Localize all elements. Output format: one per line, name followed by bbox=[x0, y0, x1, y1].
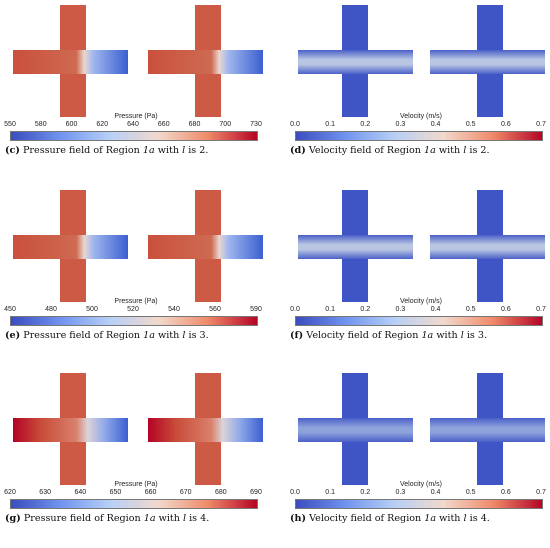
colorbar-ticks: 550 580 600 620 640 660 680 700 730 bbox=[4, 121, 267, 133]
colorbar-tick-label: 0.2 bbox=[360, 489, 371, 496]
cross-right bbox=[148, 373, 263, 485]
colorbar-tick-label: 640 bbox=[127, 121, 139, 128]
colorbar-tick-label: 0.7 bbox=[536, 306, 546, 313]
colorbar-tick-label: 520 bbox=[127, 306, 139, 313]
pressure-colorbar bbox=[10, 316, 258, 326]
colorbar-tick-label: 0.1 bbox=[325, 489, 336, 496]
panel-c: 550 580 600 620 640 660 680 700 730 (c) Pressure… bbox=[4, 0, 267, 180]
colorbar-title: Velocity (m/s) bbox=[399, 113, 442, 120]
cross-left bbox=[13, 5, 128, 117]
colorbar-tick-label: 680 bbox=[188, 121, 201, 128]
colorbar-tick-label: 0.3 bbox=[395, 121, 406, 128]
colorbar-tick-label: 0.3 bbox=[395, 489, 406, 496]
colorbar-tick-label: 0.1 bbox=[325, 306, 336, 313]
colorbar-tick-label: 0.5 bbox=[465, 121, 476, 128]
colorbar-tick-label: 640 bbox=[74, 489, 87, 496]
colorbar-tick-label: 540 bbox=[168, 306, 180, 313]
cross-left bbox=[298, 373, 413, 485]
pressure-field-figure bbox=[13, 5, 263, 117]
colorbar-tick-label: 0.4 bbox=[430, 489, 441, 496]
velocity-colorbar bbox=[295, 131, 543, 141]
velocity-colorbar bbox=[295, 316, 543, 326]
colorbar-tick-label: 0.0 bbox=[290, 489, 300, 496]
cross-right bbox=[430, 373, 545, 485]
pressure-field-figure bbox=[13, 373, 263, 485]
colorbar-title: Velocity (m/s) bbox=[399, 298, 442, 305]
colorbar-tick-label: 450 bbox=[4, 306, 16, 313]
colorbar-tick-label: 0.1 bbox=[325, 121, 336, 128]
colorbar-tick-label: 600 bbox=[65, 121, 78, 128]
panel-d: 0.0 0.1 0.2 0.3 0.4 0.5 0.6 0.7 (d) Velocity fi… bbox=[290, 0, 550, 180]
colorbar-tick-label: 0.7 bbox=[536, 121, 546, 128]
colorbar-tick-label: 680 bbox=[215, 489, 227, 496]
colorbar-tick-label: 0.0 bbox=[290, 121, 300, 128]
caption: (h) Velocity field of Region 1a with l i… bbox=[290, 513, 490, 524]
cross-left bbox=[298, 5, 413, 117]
colorbar-tick-label: 0.3 bbox=[395, 306, 406, 313]
pressure-colorbar bbox=[10, 131, 258, 141]
colorbar-tick-label: 500 bbox=[86, 306, 98, 313]
velocity-field-figure bbox=[298, 373, 545, 485]
colorbar-tick-label: 630 bbox=[39, 489, 51, 496]
panel-g: 620 630 640 650 660 670 680 690 (g) Pressure fi… bbox=[4, 368, 267, 548]
colorbar-tick-label: 0.6 bbox=[500, 121, 511, 128]
colorbar-tick-label: 0.7 bbox=[536, 489, 546, 496]
colorbar-tick-label: 0.4 bbox=[430, 121, 441, 128]
colorbar-tick-label: 620 bbox=[4, 489, 16, 496]
cross-right bbox=[430, 190, 545, 302]
velocity-field-figure bbox=[298, 190, 545, 302]
colorbar-title: Pressure (Pa) bbox=[114, 298, 158, 305]
panel-e: 450 480 500 520 540 560 590 (e) Pressure field… bbox=[4, 185, 267, 365]
caption: (e) Pressure field of Region 1a with l i… bbox=[5, 330, 209, 341]
colorbar-ticks: 0.0 0.1 0.2 0.3 0.4 0.5 0.6 0.7 bbox=[290, 306, 550, 318]
colorbar-tick-label: 730 bbox=[250, 121, 262, 128]
colorbar-tick-label: 0.6 bbox=[500, 306, 511, 313]
colorbar-tick-label: 0.2 bbox=[360, 121, 371, 128]
pressure-field-figure bbox=[13, 190, 263, 302]
colorbar-tick-label: 660 bbox=[144, 489, 157, 496]
colorbar-ticks: 620 630 640 650 660 670 680 690 bbox=[4, 489, 267, 501]
caption: (f) Velocity field of Region 1a with l i… bbox=[290, 330, 488, 341]
colorbar-ticks: 0.0 0.1 0.2 0.3 0.4 0.5 0.6 0.7 bbox=[290, 121, 550, 133]
colorbar-tick-label: 550 bbox=[4, 121, 16, 128]
colorbar-title: Velocity (m/s) bbox=[399, 481, 442, 488]
colorbar-tick-label: 0.5 bbox=[465, 489, 476, 496]
caption: (g) Pressure field of Region 1a with l i… bbox=[5, 513, 210, 524]
caption: (d) Velocity field of Region 1a with l i… bbox=[290, 145, 490, 156]
colorbar-tick-label: 670 bbox=[179, 489, 192, 496]
colorbar-title: Pressure (Pa) bbox=[114, 113, 158, 120]
caption: (c) Pressure field of Region 1a with l i… bbox=[5, 145, 209, 156]
colorbar-ticks: 450 480 500 520 540 560 590 bbox=[4, 306, 267, 318]
colorbar-tick-label: 620 bbox=[96, 121, 109, 128]
panel-f: 0.0 0.1 0.2 0.3 0.4 0.5 0.6 0.7 (f) Velocity fi… bbox=[290, 185, 550, 365]
cross-right bbox=[148, 5, 263, 117]
cross-right bbox=[148, 190, 263, 302]
colorbar-tick-label: 0.2 bbox=[360, 306, 371, 313]
cross-left bbox=[298, 190, 413, 302]
colorbar-tick-label: 700 bbox=[219, 121, 232, 128]
colorbar-tick-label: 560 bbox=[209, 306, 221, 313]
velocity-field-figure bbox=[298, 5, 545, 117]
colorbar-tick-label: 480 bbox=[45, 306, 57, 313]
colorbar-tick-label: 650 bbox=[109, 489, 122, 496]
cross-right bbox=[430, 5, 545, 117]
colorbar-tick-label: 580 bbox=[34, 121, 47, 128]
colorbar-title: Pressure (Pa) bbox=[114, 481, 158, 488]
velocity-colorbar bbox=[295, 499, 543, 509]
cross-left bbox=[13, 190, 128, 302]
colorbar-tick-label: 590 bbox=[250, 306, 262, 313]
colorbar-ticks: 0.0 0.1 0.2 0.3 0.4 0.5 0.6 0.7 bbox=[290, 489, 550, 501]
cross-left bbox=[13, 373, 128, 485]
colorbar-tick-label: 690 bbox=[250, 489, 262, 496]
colorbar-tick-label: 660 bbox=[157, 121, 170, 128]
panel-h: 0.0 0.1 0.2 0.3 0.4 0.5 0.6 0.7 (h) Velocity fi… bbox=[290, 368, 550, 548]
pressure-colorbar bbox=[10, 499, 258, 509]
colorbar-tick-label: 0.5 bbox=[465, 306, 476, 313]
colorbar-tick-label: 0.0 bbox=[290, 306, 300, 313]
colorbar-tick-label: 0.4 bbox=[430, 306, 441, 313]
colorbar-tick-label: 0.6 bbox=[500, 489, 511, 496]
